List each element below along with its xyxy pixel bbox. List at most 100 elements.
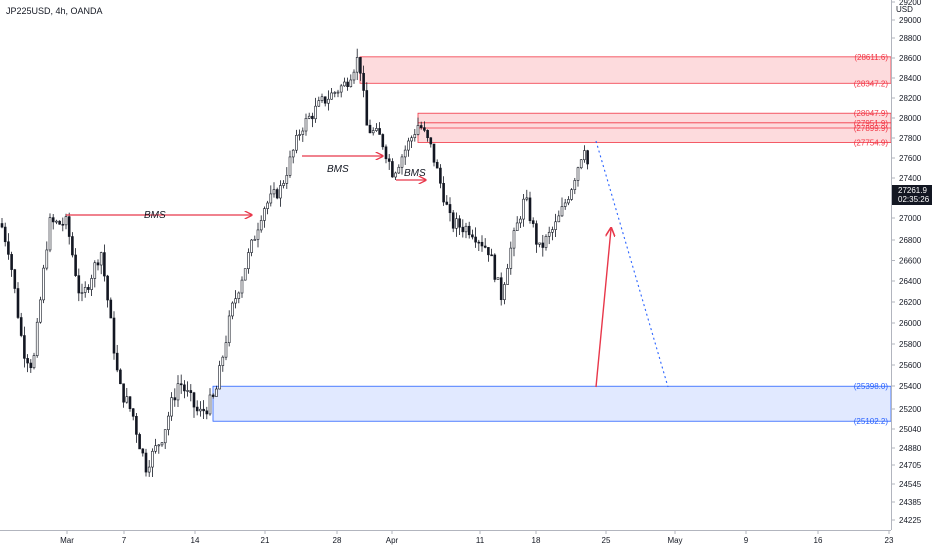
candle-down [429, 137, 433, 145]
candle-down [432, 143, 436, 163]
candle-up [147, 466, 151, 473]
candle-up [304, 118, 308, 132]
candle-down [311, 115, 314, 120]
candle-down [71, 236, 74, 256]
candle-up [250, 239, 253, 253]
candle-up [234, 298, 237, 304]
price-tick-label: 27000 [899, 214, 922, 223]
candle-up [221, 356, 225, 366]
candle-down [487, 247, 490, 256]
drawings-layer: BMS BMS BMS [66, 140, 669, 388]
candle-down [10, 254, 13, 270]
candle-down [528, 197, 532, 221]
candle-up [317, 100, 321, 107]
candle-down [67, 216, 71, 237]
currency-label: USD [896, 5, 913, 14]
candle-up [55, 220, 58, 223]
candle-down [368, 124, 372, 134]
price-axis[interactable]: 29200 29000 28800 28600 28400 28200 28000 27800… [891, 0, 922, 525]
time-axis[interactable]: Mar 7 14 21 28 Apr 11 18 25 May 9 16 23 [60, 530, 894, 545]
candle-up [243, 268, 247, 281]
candle-up [352, 71, 356, 81]
price-tick-label: 25040 [899, 425, 922, 434]
candle-down [435, 161, 439, 169]
candle-up [567, 199, 570, 204]
candle-down [29, 362, 33, 369]
last-price-value: 27261.9 [898, 186, 927, 195]
price-tick-label: 24385 [899, 498, 922, 507]
resistance-zone-top-label: (28047.9) [854, 109, 889, 118]
candle-down [7, 241, 10, 255]
candle-up [291, 149, 295, 158]
candle-up [45, 249, 49, 269]
candle-down [138, 434, 141, 450]
candle-down [3, 226, 7, 243]
candle-up [327, 98, 330, 104]
candle-up [48, 217, 52, 251]
candle-down [471, 234, 474, 238]
time-tick-label: May [667, 536, 682, 545]
candle-down [480, 241, 484, 247]
candle-down [381, 134, 385, 148]
candle-up [336, 91, 340, 94]
candle-up [208, 394, 212, 415]
candle-up [496, 277, 500, 280]
time-tick-label: 28 [333, 536, 342, 545]
candle-up [547, 231, 551, 237]
candle-down [131, 408, 135, 417]
candle-up [231, 302, 234, 317]
time-tick-label: 23 [885, 536, 894, 545]
candle-up [157, 444, 161, 447]
time-tick-label: 21 [261, 536, 270, 545]
candle-down [275, 189, 279, 199]
price-tick-label: 25400 [899, 382, 922, 391]
last-price-badge: 27261.9 02:35:26 [892, 185, 932, 205]
candle-up [554, 221, 557, 230]
time-tick-label: 14 [191, 536, 200, 545]
candle-down [205, 410, 209, 415]
time-tick-label: 7 [122, 536, 127, 545]
candle-down [13, 269, 17, 289]
price-tick-label: 27400 [899, 174, 922, 183]
candle-down [439, 167, 442, 184]
candle-up [218, 365, 221, 390]
candle-down [183, 384, 186, 392]
price-tick-label: 24225 [899, 516, 922, 525]
candle-down [442, 182, 445, 203]
candle-down [0, 223, 4, 228]
candle-down [346, 81, 349, 87]
time-tick-label: 9 [744, 536, 749, 545]
candle-down [141, 448, 145, 454]
time-tick-label: 16 [814, 536, 823, 545]
candle-down [458, 218, 461, 228]
candle-down [445, 201, 449, 205]
candle-down [211, 394, 215, 397]
candle-down [467, 225, 471, 236]
candle-up [455, 218, 458, 229]
candle-down [384, 146, 388, 160]
price-tick-label: 27800 [899, 134, 922, 143]
candle-up [285, 175, 289, 184]
candle-up [512, 230, 516, 249]
time-tick-label: 25 [602, 536, 611, 545]
candle-down [109, 299, 113, 319]
candle-up [64, 216, 68, 226]
candle-up [394, 172, 397, 178]
bms-label-2: BMS [327, 164, 349, 175]
time-tick-label: Mar [60, 536, 74, 545]
candle-down [128, 396, 132, 409]
price-tick-label: 24880 [899, 444, 922, 453]
candle-down [423, 127, 426, 131]
candle-up [333, 92, 337, 94]
candle-down [96, 262, 100, 266]
candles-layer [0, 48, 589, 478]
candle-up [93, 262, 97, 279]
price-tick-label: 28600 [899, 54, 922, 63]
candle-up [349, 79, 353, 87]
candle-down [362, 72, 365, 91]
candle-down [16, 288, 20, 318]
candle-down [387, 158, 391, 162]
candle-down [77, 275, 81, 294]
price-tick-label: 26200 [899, 298, 922, 307]
